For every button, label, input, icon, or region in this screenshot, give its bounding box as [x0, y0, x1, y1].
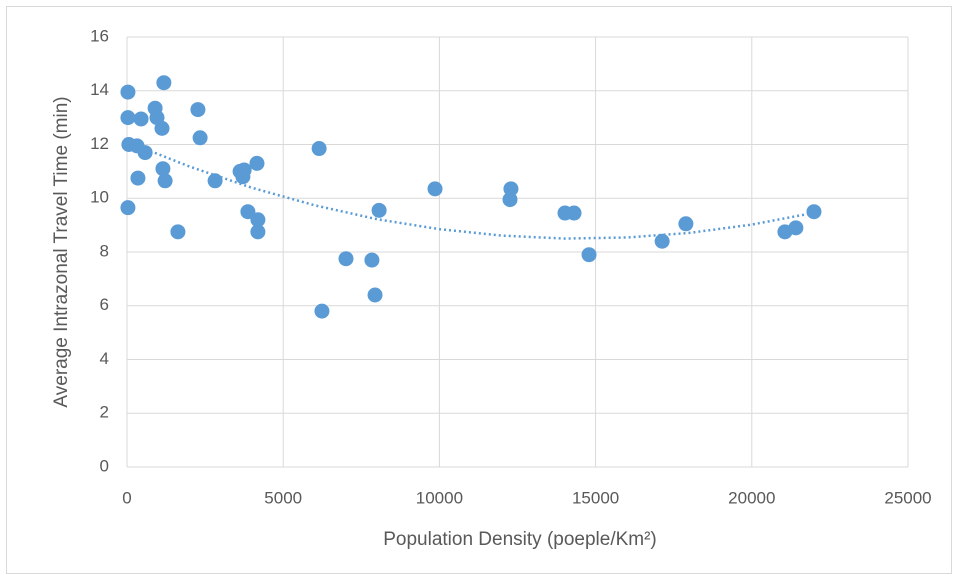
- point: [120, 200, 136, 216]
- point: [236, 162, 252, 178]
- x-tick-label: 15000: [572, 488, 619, 507]
- y-tick-label: 16: [90, 26, 109, 45]
- point: [427, 181, 443, 197]
- x-tick-label: 10000: [416, 488, 463, 507]
- y-axis-label: Average Intrazonal Travel Time (min): [51, 96, 72, 407]
- chart-border: [6, 6, 952, 574]
- point: [654, 233, 670, 249]
- point: [250, 224, 266, 240]
- point: [207, 173, 223, 189]
- point: [240, 204, 256, 220]
- y-tick-label: 4: [100, 349, 109, 368]
- y-tick-label: 0: [100, 456, 109, 475]
- point: [155, 161, 171, 177]
- point: [502, 192, 518, 208]
- y-tick-label: 12: [90, 134, 109, 153]
- point: [137, 145, 153, 161]
- point: [249, 155, 265, 171]
- point: [154, 120, 170, 136]
- y-tick-label: 2: [100, 403, 109, 422]
- x-tick-label: 25000: [884, 488, 931, 507]
- x-axis-label: Population Density (poeple/Km²): [383, 529, 657, 550]
- point: [130, 170, 146, 186]
- point: [311, 141, 327, 157]
- point: [120, 110, 136, 126]
- x-tick-label: 0: [122, 488, 131, 507]
- y-tick-label: 14: [90, 80, 109, 99]
- point: [250, 212, 266, 228]
- point: [157, 173, 173, 189]
- point: [566, 205, 582, 221]
- point: [338, 251, 354, 267]
- point: [503, 181, 519, 197]
- point: [788, 220, 804, 236]
- point: [170, 224, 186, 240]
- point: [190, 102, 206, 118]
- point: [133, 111, 149, 127]
- x-tick-label: 5000: [264, 488, 302, 507]
- point: [371, 202, 387, 218]
- point: [806, 204, 822, 220]
- y-tick-label: 10: [90, 188, 109, 207]
- point: [314, 303, 330, 319]
- point: [192, 130, 208, 146]
- point: [364, 252, 380, 268]
- y-tick-label: 8: [100, 241, 109, 260]
- point: [367, 287, 383, 303]
- trendline: [126, 140, 815, 240]
- point: [156, 75, 172, 91]
- point: [120, 84, 136, 100]
- point: [678, 216, 694, 232]
- x-tick-label: 20000: [728, 488, 775, 507]
- point: [581, 247, 597, 263]
- y-tick-label: 6: [100, 295, 109, 314]
